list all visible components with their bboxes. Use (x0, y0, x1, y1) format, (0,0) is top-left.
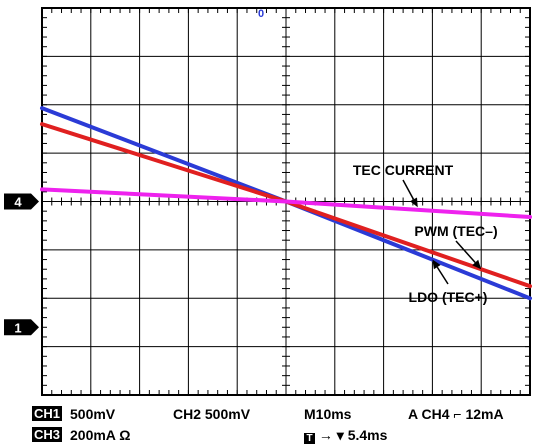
annotation-tec-label: TEC CURRENT (353, 162, 454, 178)
ch1-scale: 500mV (70, 406, 116, 422)
channel-marker-4 (4, 193, 39, 210)
ch3-badge: CH3 (32, 427, 63, 442)
channel-marker-1 (4, 319, 39, 336)
annotation-tec-arrowhead (410, 197, 418, 208)
ch1-badge: CH1 (32, 406, 63, 421)
channel-marker-1-label: 1 (14, 320, 21, 335)
annotation-pwm-label: PWM (TEC–) (414, 223, 497, 239)
channel-marker-4-label: 4 (14, 195, 22, 210)
annotation-ldo-arrowhead (432, 259, 441, 270)
annotation-pwm-arrow (455, 240, 476, 264)
annotation-tec-arrow (402, 179, 415, 200)
trigger-setting: A CH4 ⌐ 12mA (408, 406, 504, 422)
traces (40, 106, 532, 301)
channel-markers: 4 1 0 (4, 8, 264, 336)
trigger-position-value: → ▾ 5.4ms (318, 427, 388, 443)
annotation-pwm-arrowhead (472, 259, 482, 270)
ch3-scale: 200mA Ω (70, 427, 131, 443)
annotations: TEC CURRENT PWM (TEC–) LDO (TEC+) (353, 162, 498, 305)
annotation-ldo-arrow (436, 266, 449, 285)
annotation-ldo-label: LDO (TEC+) (409, 289, 488, 305)
trigger-position: T → ▾ 5.4ms (304, 426, 387, 444)
oscilloscope-plot: TEC CURRENT PWM (TEC–) LDO (TEC+) 4 1 0 (4, 7, 532, 396)
ch2-scale: CH2 500mV (173, 406, 251, 422)
timebase: M10ms (304, 406, 352, 422)
status-row-1: CH1 500mV CH2 500mV M10ms A CH4 ⌐ 12mA (0, 405, 538, 423)
status-row-2: CH3 200mA Ω T → ▾ 5.4ms (0, 426, 538, 444)
trigger-position-icon: T (304, 433, 315, 444)
trigger-position-marker: 0 (258, 8, 264, 20)
trace-tec (40, 187, 532, 219)
